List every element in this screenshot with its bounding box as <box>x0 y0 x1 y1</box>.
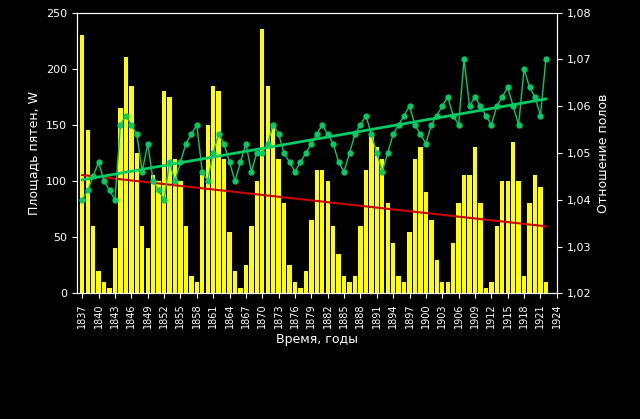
Bar <box>500 181 504 293</box>
Bar <box>227 232 232 293</box>
Bar <box>527 204 532 293</box>
Bar <box>179 181 182 293</box>
Bar <box>260 29 264 293</box>
Bar <box>200 176 204 293</box>
Bar <box>118 108 123 293</box>
Bar <box>473 147 477 293</box>
Bar <box>331 226 335 293</box>
Bar <box>511 142 515 293</box>
Bar <box>173 158 177 293</box>
Bar <box>287 265 292 293</box>
Bar <box>184 226 188 293</box>
Bar <box>315 170 319 293</box>
Bar <box>298 288 303 293</box>
Bar <box>113 248 117 293</box>
Bar <box>489 282 493 293</box>
Bar <box>435 260 439 293</box>
Bar <box>495 226 499 293</box>
Bar <box>429 220 433 293</box>
Bar <box>151 176 156 293</box>
Bar <box>91 226 95 293</box>
X-axis label: Время, годы: Время, годы <box>276 334 358 347</box>
Y-axis label: Площадь пятен, W: Площадь пятен, W <box>28 91 40 215</box>
Bar <box>424 192 428 293</box>
Bar <box>419 147 422 293</box>
Bar <box>156 181 161 293</box>
Bar <box>249 226 253 293</box>
Bar <box>282 204 286 293</box>
Bar <box>506 181 510 293</box>
Bar <box>462 176 467 293</box>
Bar <box>391 243 396 293</box>
Bar <box>222 158 227 293</box>
Bar <box>538 186 543 293</box>
Bar <box>97 271 100 293</box>
Bar <box>292 282 297 293</box>
Bar <box>348 282 352 293</box>
Bar <box>456 204 461 293</box>
Bar <box>413 158 417 293</box>
Bar <box>326 181 330 293</box>
Bar <box>402 282 406 293</box>
Bar <box>266 85 270 293</box>
Bar <box>271 125 275 293</box>
Bar <box>407 232 412 293</box>
Bar <box>522 277 526 293</box>
Bar <box>342 277 346 293</box>
Bar <box>532 176 537 293</box>
Bar <box>276 158 281 293</box>
Bar <box>233 271 237 293</box>
Bar <box>358 226 363 293</box>
Bar <box>108 288 112 293</box>
Bar <box>484 288 488 293</box>
Y-axis label: Отношение полов: Отношение полов <box>596 93 610 212</box>
Bar <box>516 181 521 293</box>
Bar <box>140 226 145 293</box>
Bar <box>162 91 166 293</box>
Bar <box>195 282 199 293</box>
Bar <box>337 254 340 293</box>
Bar <box>244 265 248 293</box>
Bar <box>134 153 139 293</box>
Bar <box>216 91 221 293</box>
Bar <box>129 85 134 293</box>
Bar <box>374 147 379 293</box>
Bar <box>380 158 385 293</box>
Bar <box>238 288 243 293</box>
Bar <box>467 176 472 293</box>
Bar <box>396 277 401 293</box>
Bar <box>440 282 444 293</box>
Bar <box>304 271 308 293</box>
Bar <box>445 282 450 293</box>
Bar <box>544 282 548 293</box>
Bar <box>478 204 483 293</box>
Bar <box>353 277 357 293</box>
Bar <box>211 85 215 293</box>
Bar <box>364 170 368 293</box>
Bar <box>189 277 193 293</box>
Bar <box>86 130 90 293</box>
Bar <box>451 243 455 293</box>
Bar <box>309 220 314 293</box>
Bar <box>167 97 172 293</box>
Bar <box>205 125 210 293</box>
Bar <box>255 181 259 293</box>
Bar <box>80 35 84 293</box>
Bar <box>124 57 128 293</box>
Bar <box>320 170 324 293</box>
Bar <box>145 248 150 293</box>
Bar <box>369 136 374 293</box>
Bar <box>385 204 390 293</box>
Bar <box>102 282 106 293</box>
